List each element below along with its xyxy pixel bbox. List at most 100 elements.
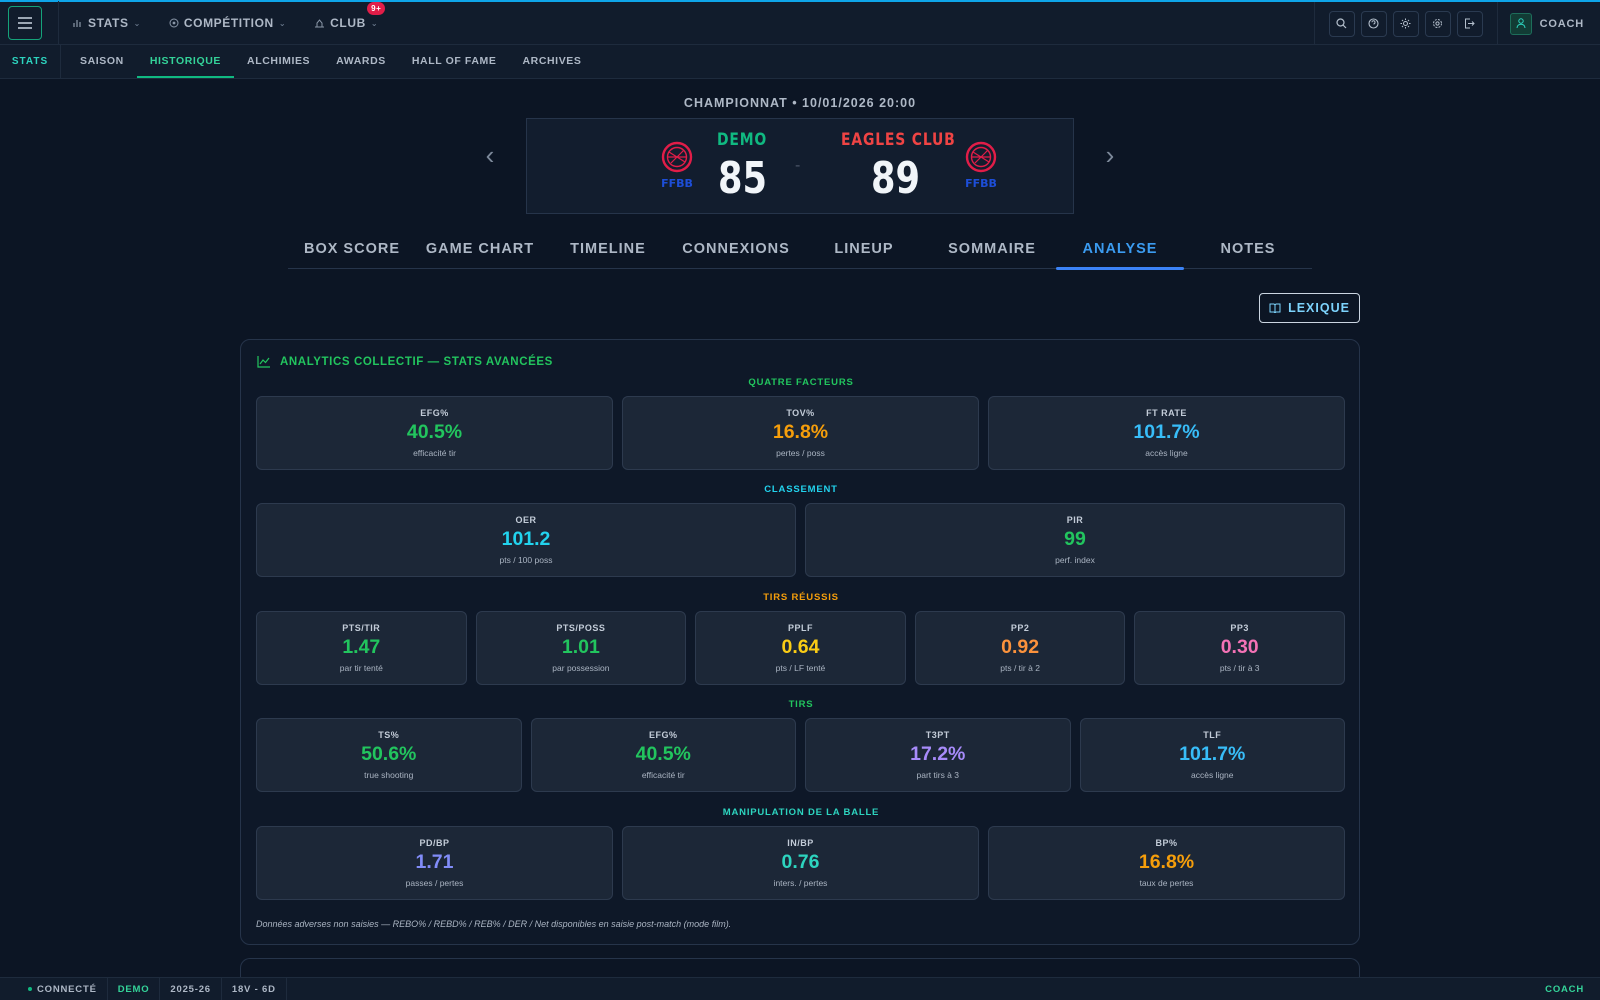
stat-card: FT RATE 101.7% accès ligne: [988, 396, 1345, 470]
status-role: COACH: [1545, 984, 1584, 995]
tab-timeline[interactable]: TIMELINE: [570, 241, 646, 257]
stat-label: PD/BP: [419, 838, 450, 848]
next-game-button[interactable]: ›: [1105, 140, 1115, 170]
next-panel-edge: [240, 958, 1360, 988]
subnav-tab-historique[interactable]: HISTORIQUE: [136, 45, 235, 78]
home-score: 85: [718, 153, 767, 204]
tab-lineup[interactable]: LINEUP: [834, 241, 894, 257]
connection-status-label: CONNECTÉ: [37, 983, 97, 995]
stat-value: 0.30: [1220, 636, 1259, 658]
stat-card: PP3 0.30 pts / tir à 3: [1134, 611, 1345, 685]
user-menu[interactable]: COACH: [1498, 12, 1600, 35]
subnav-tab-alchimies[interactable]: ALCHIMIES: [247, 54, 311, 67]
menu-button[interactable]: [8, 6, 42, 40]
stat-value: 16.8%: [1138, 851, 1195, 873]
previous-game-button[interactable]: ‹: [485, 140, 495, 170]
stat-description: efficacité tir: [641, 770, 685, 780]
stat-card: TLF 101.7% accès ligne: [1079, 718, 1345, 792]
stat-value: 40.5%: [635, 743, 691, 765]
score-separator: -: [795, 157, 801, 174]
club-icon: [315, 19, 325, 28]
top-bar: STATS ⌄ COMPÉTITION ⌄ CLUB ⌄ 9+: [0, 0, 1600, 46]
stat-card: PTS/POSS 1.01 par possession: [475, 611, 687, 685]
nav-club-label: CLUB: [330, 16, 366, 30]
section-title: CLASSEMENT: [764, 484, 838, 495]
search-button[interactable]: [1328, 10, 1355, 37]
tab-sommaire[interactable]: SOMMAIRE: [948, 241, 1036, 257]
stat-label: PP2: [1010, 623, 1030, 633]
stat-description: pts / tir à 3: [1219, 663, 1260, 673]
avatar: [1509, 12, 1532, 35]
stat-description: perf. index: [1055, 555, 1095, 565]
stat-description: part tirs à 3: [916, 770, 960, 780]
help-button[interactable]: [1360, 10, 1387, 37]
stat-label: PTS/POSS: [556, 623, 606, 633]
search-icon: [1336, 18, 1347, 29]
subnav-tab-hall-of-fame[interactable]: HALL OF FAME: [411, 54, 497, 67]
stat-description: inters. / pertes: [773, 878, 828, 888]
stat-card: TOV% 16.8% pertes / poss: [622, 396, 979, 470]
tab-game-chart[interactable]: GAME CHART: [425, 241, 535, 257]
stat-label: TOV%: [786, 408, 815, 418]
tab-notes[interactable]: NOTES: [1220, 241, 1276, 257]
stat-label: T3PT: [925, 730, 950, 740]
section-title: MANIPULATION DE LA BALLE: [722, 807, 880, 818]
stat-value: 50.6%: [361, 743, 417, 765]
settings-button[interactable]: [1424, 10, 1451, 37]
stat-value: 99: [1064, 528, 1086, 550]
panel-title-text: ANALYTICS COLLECTIF — STATS AVANCÉES: [280, 355, 553, 368]
stat-label: TS%: [378, 730, 400, 740]
stat-value: 40.5%: [406, 421, 463, 443]
stat-card: PTS/TIR 1.47 par tir tenté: [256, 611, 467, 685]
stat-description: accès ligne: [1145, 448, 1188, 458]
stat-value: 101.2: [501, 528, 551, 550]
nav-stats[interactable]: STATS ⌄: [73, 16, 141, 30]
tab-connexions[interactable]: CONNEXIONS: [682, 241, 790, 257]
chevron-down-icon: ⌄: [370, 18, 379, 28]
stat-card: BP% 16.8% taux de pertes: [988, 826, 1345, 900]
subnav-brand: STATS: [0, 45, 61, 78]
status-team: DEMO: [108, 978, 161, 1000]
chevron-down-icon: ⌄: [133, 18, 141, 28]
stat-label: EFG%: [648, 730, 678, 740]
connection-status: CONNECTÉ: [0, 978, 108, 1000]
nav-competition[interactable]: COMPÉTITION ⌄: [169, 16, 286, 30]
gear-icon: [1433, 19, 1443, 28]
lexique-button[interactable]: LEXIQUE: [1259, 293, 1360, 323]
stat-description: efficacité tir: [413, 448, 456, 458]
stat-description: par tir tenté: [339, 663, 383, 673]
stat-description: pertes / poss: [776, 448, 825, 458]
stat-card: PPLF 0.64 pts / LF tenté: [695, 611, 906, 685]
away-team-logo: FFBB: [965, 141, 997, 190]
section-title: TIRS: [788, 699, 814, 710]
stat-description: par possession: [552, 663, 610, 673]
stat-description: taux de pertes: [1139, 878, 1194, 888]
hamburger-icon: [18, 17, 32, 29]
logout-button[interactable]: [1456, 10, 1483, 37]
stat-value: 17.2%: [910, 743, 966, 765]
subnav-tab-awards[interactable]: AWARDS: [336, 54, 386, 67]
nav-club[interactable]: CLUB ⌄ 9+: [314, 2, 386, 30]
subnav-tab-archives[interactable]: ARCHIVES: [522, 54, 582, 67]
home-team-logo: FFBB: [661, 141, 693, 190]
chevron-down-icon: ⌄: [278, 18, 287, 28]
theme-toggle-button[interactable]: [1392, 10, 1419, 37]
game-tabs: BOX SCORE GAME CHART TIMELINE CONNEXIONS…: [288, 230, 1312, 270]
stat-card: TS% 50.6% true shooting: [256, 718, 522, 792]
top-right-actions: COACH: [1313, 2, 1600, 45]
book-icon: [1269, 303, 1281, 313]
subnav-tab-saison[interactable]: SAISON: [80, 54, 124, 67]
stat-description: accès ligne: [1190, 770, 1234, 780]
logout-icon: [1465, 18, 1475, 29]
stat-label: PP3: [1230, 623, 1249, 633]
tab-box-score[interactable]: BOX SCORE: [303, 241, 400, 257]
stat-label: PIR: [1066, 515, 1084, 525]
section-title: QUATRE FACTEURS: [748, 377, 854, 388]
subnav-tabs: SAISON HISTORIQUE ALCHIMIES AWARDS HALL …: [67, 45, 595, 78]
stat-description: passes / pertes: [405, 878, 464, 888]
tab-analyse[interactable]: ANALYSE: [1056, 230, 1184, 270]
user-icon: [1516, 18, 1526, 29]
notification-badge: 9+: [367, 2, 386, 15]
stat-label: FT RATE: [1146, 408, 1187, 418]
stat-description: true shooting: [364, 770, 414, 780]
